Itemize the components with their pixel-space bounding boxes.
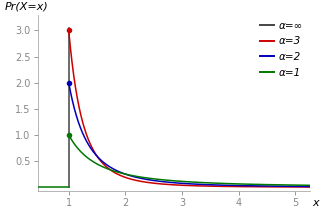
Legend: α=∞, α=3, α=2, α=1: α=∞, α=3, α=2, α=1 (256, 16, 307, 82)
Text: Pr(X=x): Pr(X=x) (5, 1, 49, 11)
Text: x: x (312, 198, 319, 208)
